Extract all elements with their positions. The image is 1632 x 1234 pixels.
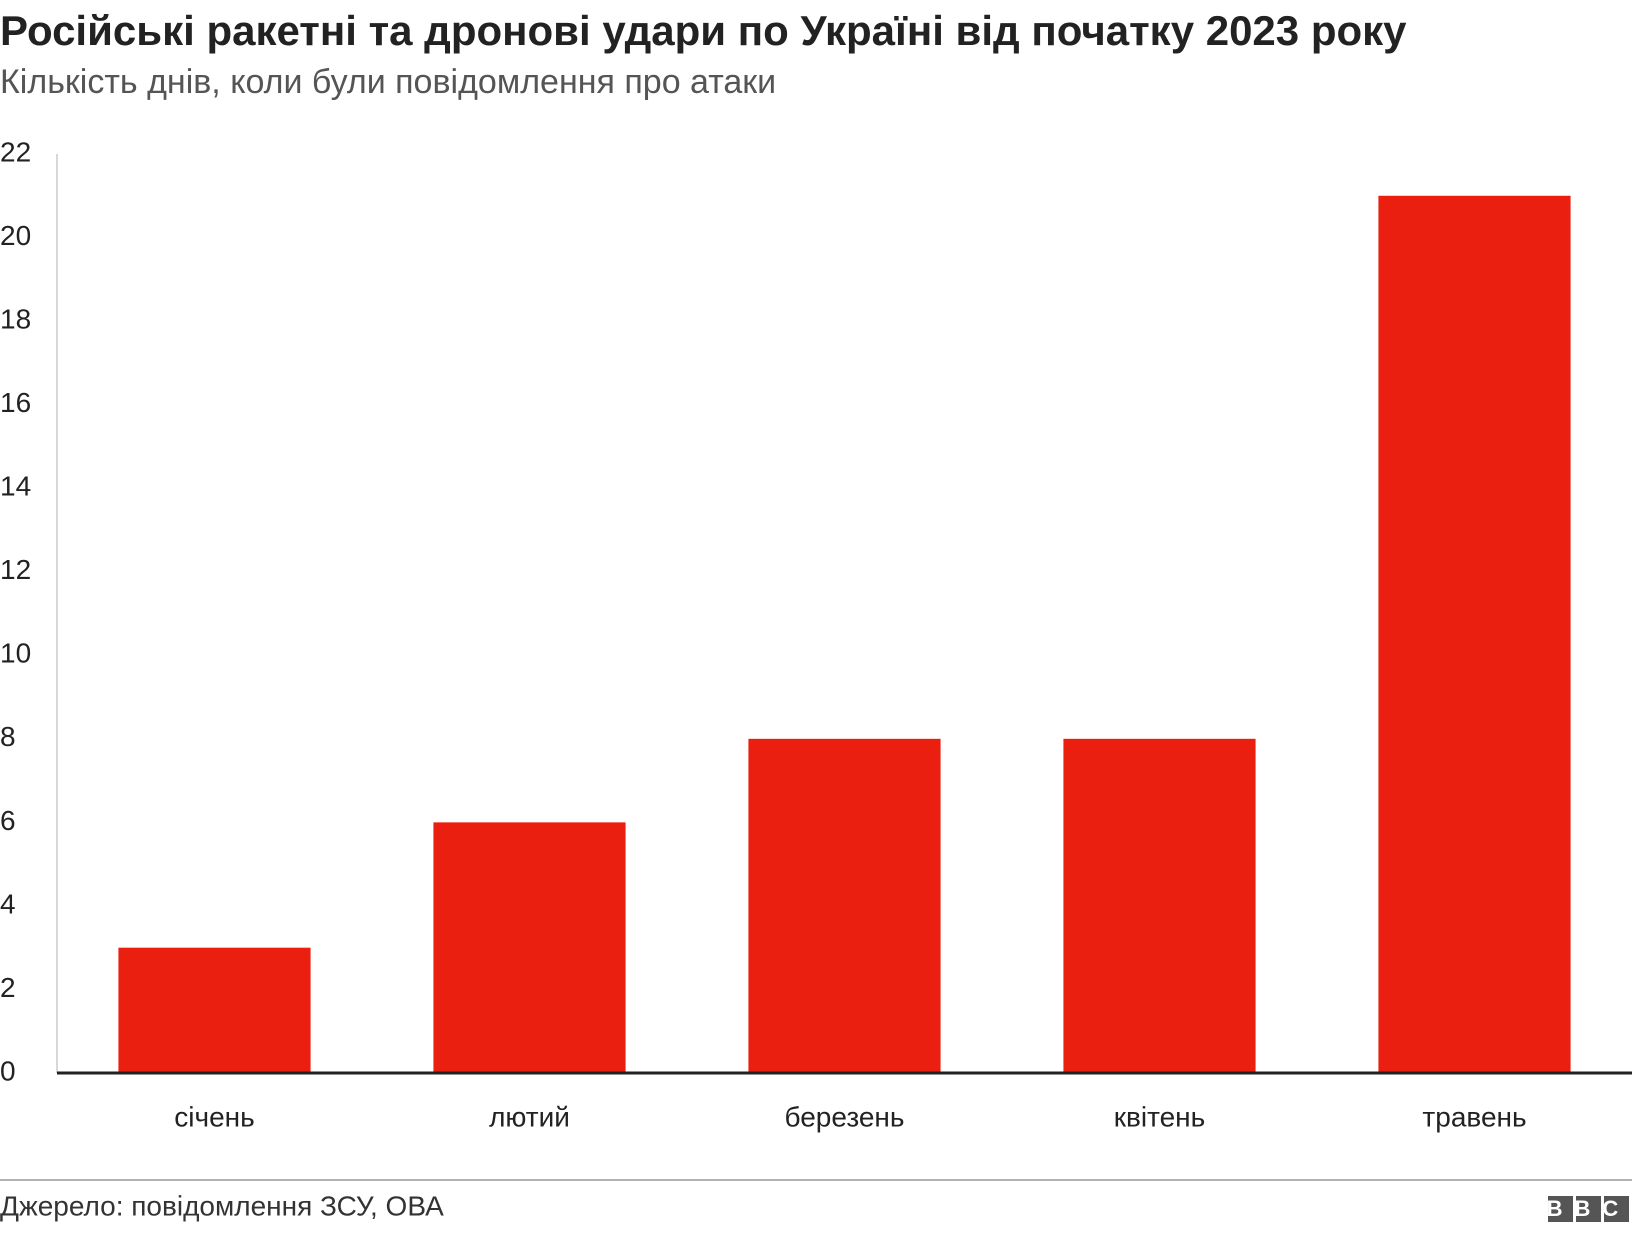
- x-tick-label: травень: [1422, 1101, 1526, 1132]
- y-tick-label: 20: [0, 220, 31, 251]
- bar: [1063, 738, 1256, 1073]
- logo-block: [1548, 1196, 1573, 1222]
- x-tick-label: квітень: [1114, 1101, 1205, 1132]
- y-tick-label: 0: [0, 1055, 16, 1086]
- bar: [118, 947, 311, 1073]
- x-tick-label: лютий: [489, 1101, 570, 1132]
- bar: [1378, 195, 1571, 1074]
- logo-block: [1576, 1196, 1601, 1222]
- bar: [748, 738, 941, 1073]
- y-tick-label: 8: [0, 721, 16, 752]
- source-note: Джерело: повідомлення ЗСУ, ОВА: [0, 1190, 444, 1221]
- logo-text: BBC: [1547, 1196, 1631, 1221]
- y-tick-label: 16: [0, 387, 31, 418]
- x-tick-label: січень: [174, 1101, 254, 1132]
- y-tick-label: 22: [0, 136, 31, 167]
- y-tick-label: 4: [0, 888, 16, 919]
- y-tick-label: 6: [0, 805, 16, 836]
- y-tick-label: 12: [0, 554, 31, 585]
- y-tick-label: 2: [0, 972, 16, 1003]
- bar: [433, 822, 626, 1073]
- logo-block: [1604, 1196, 1629, 1222]
- chart-subtitle: Кількість днів, коли були повідомлення п…: [0, 63, 776, 101]
- y-tick-label: 18: [0, 303, 31, 334]
- y-tick-label: 10: [0, 638, 31, 669]
- x-tick-label: березень: [785, 1101, 905, 1132]
- chart-title: Російські ракетні та дронові удари по Ук…: [0, 7, 1407, 54]
- bbc-logo: BBC: [1547, 1196, 1631, 1222]
- y-tick-label: 14: [0, 471, 31, 502]
